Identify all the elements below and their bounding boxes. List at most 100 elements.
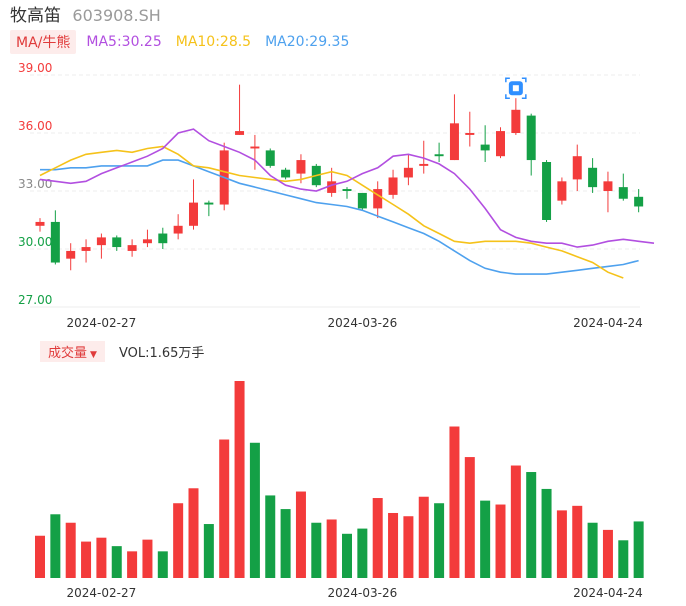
candle-body — [465, 133, 475, 135]
volume-bar — [188, 488, 199, 578]
candle-body — [173, 225, 183, 234]
candle-body — [204, 202, 214, 205]
x-tick-label: 2024-02-27 — [67, 586, 137, 600]
stock-name: 牧高笛 — [10, 6, 61, 26]
volume-value: VOL:1.65万手 — [118, 345, 205, 361]
candle-body — [96, 237, 106, 246]
volume-series — [35, 381, 644, 578]
candle-body — [542, 162, 552, 220]
candle-body — [142, 239, 152, 244]
candle-body — [557, 181, 567, 201]
event-marker-icon — [505, 77, 527, 99]
volume-bar — [127, 551, 138, 578]
volume-bar — [587, 522, 598, 578]
volume-bar — [449, 426, 460, 578]
ma20-value: MA20:29.35 — [265, 34, 350, 50]
y-tick-label: 36.00 — [18, 119, 52, 133]
candle-body — [403, 167, 413, 178]
volume-bar — [510, 465, 521, 578]
candle-body — [250, 146, 260, 149]
candle-body — [127, 245, 137, 251]
candle-body — [419, 163, 429, 166]
x-tick-label: 2024-04-24 — [573, 586, 643, 600]
volume-bar — [602, 529, 613, 578]
volume-bar — [311, 522, 322, 578]
volume-bar — [403, 516, 414, 578]
volume-bar — [234, 381, 245, 578]
caret-down-icon: ▼ — [90, 349, 97, 360]
volume-bar — [618, 540, 629, 578]
candle-body — [189, 202, 198, 226]
marker-layer — [505, 77, 527, 99]
candle-body — [81, 247, 91, 251]
ma5-line — [39, 128, 655, 248]
volume-bar — [526, 472, 537, 578]
candle-body — [112, 237, 122, 248]
volume-bar — [111, 546, 122, 578]
candle-body — [588, 167, 598, 188]
candle-body — [480, 144, 490, 151]
volume-date-axis: 2024-02-27 2024-03-26 2024-04-24 — [67, 586, 643, 600]
candle-body — [342, 189, 352, 191]
y-tick-label: 39.00 — [18, 61, 52, 75]
volume-bar — [434, 503, 445, 578]
volume-bar — [203, 524, 214, 578]
price-date-axis: 2024-02-27 2024-03-26 2024-04-24 — [67, 316, 643, 330]
x-tick-label: 2024-03-26 — [327, 316, 397, 330]
ma-toggle-button[interactable]: MA/牛熊 — [10, 30, 77, 54]
event-marker-corner — [521, 94, 527, 99]
volume-toggle-button[interactable]: 成交量 ▼ — [40, 340, 105, 362]
event-marker-corner — [505, 77, 510, 83]
x-tick-label: 2024-04-24 — [573, 316, 643, 330]
y-tick-label: 33.00 — [18, 177, 52, 191]
volume-bar — [50, 514, 61, 578]
price-axis: 39.00 36.00 33.00 30.00 27.00 — [18, 61, 52, 307]
ma20-line — [40, 159, 639, 275]
stock-code: 603908.SH — [72, 6, 161, 25]
volume-bar — [295, 491, 306, 578]
volume-bar — [357, 528, 368, 578]
candle-body — [281, 169, 291, 178]
ma10-value: MA10:28.5 — [175, 34, 252, 50]
volume-bar — [572, 505, 583, 578]
candle-body — [634, 196, 644, 207]
candle-body — [296, 160, 306, 174]
volume-bar — [633, 521, 644, 578]
volume-bar — [65, 522, 76, 578]
event-marker-corner — [521, 77, 527, 83]
x-tick-label: 2024-02-27 — [67, 316, 137, 330]
moving-average-lines — [39, 128, 655, 279]
ma-legend: MA/牛熊 MA5:30.25 MA10:28.5 MA20:29.35 — [10, 30, 363, 54]
volume-bar — [280, 509, 291, 578]
volume-bar — [480, 500, 491, 578]
candle-body — [66, 250, 76, 259]
y-tick-label: 27.00 — [18, 293, 52, 307]
volume-bar — [157, 551, 168, 578]
volume-bar — [265, 495, 276, 578]
volume-bar — [418, 496, 429, 578]
candle-body — [526, 115, 536, 161]
event-marker-glyph — [512, 85, 519, 92]
stock-title: 牧高笛 603908.SH — [10, 4, 161, 28]
candle-body — [449, 123, 459, 161]
candle-body — [235, 131, 245, 135]
volume-bar — [326, 519, 337, 578]
volume-bar — [96, 537, 107, 578]
volume-toggle-label: 成交量 — [48, 345, 88, 361]
volume-bar — [219, 439, 230, 578]
candle-body — [572, 156, 582, 180]
candle-body — [373, 189, 383, 209]
candle-body — [388, 177, 398, 195]
volume-bar — [173, 503, 184, 578]
volume-bar — [342, 533, 352, 578]
volume-bar — [541, 488, 552, 578]
candle-body — [158, 233, 168, 244]
volume-bar — [35, 535, 45, 578]
candle-body — [434, 154, 444, 157]
volume-bar — [495, 504, 506, 578]
volume-bar — [81, 541, 92, 578]
volume-bar — [142, 539, 153, 578]
candle-body — [618, 187, 628, 199]
ma5-value: MA5:30.25 — [86, 34, 162, 50]
